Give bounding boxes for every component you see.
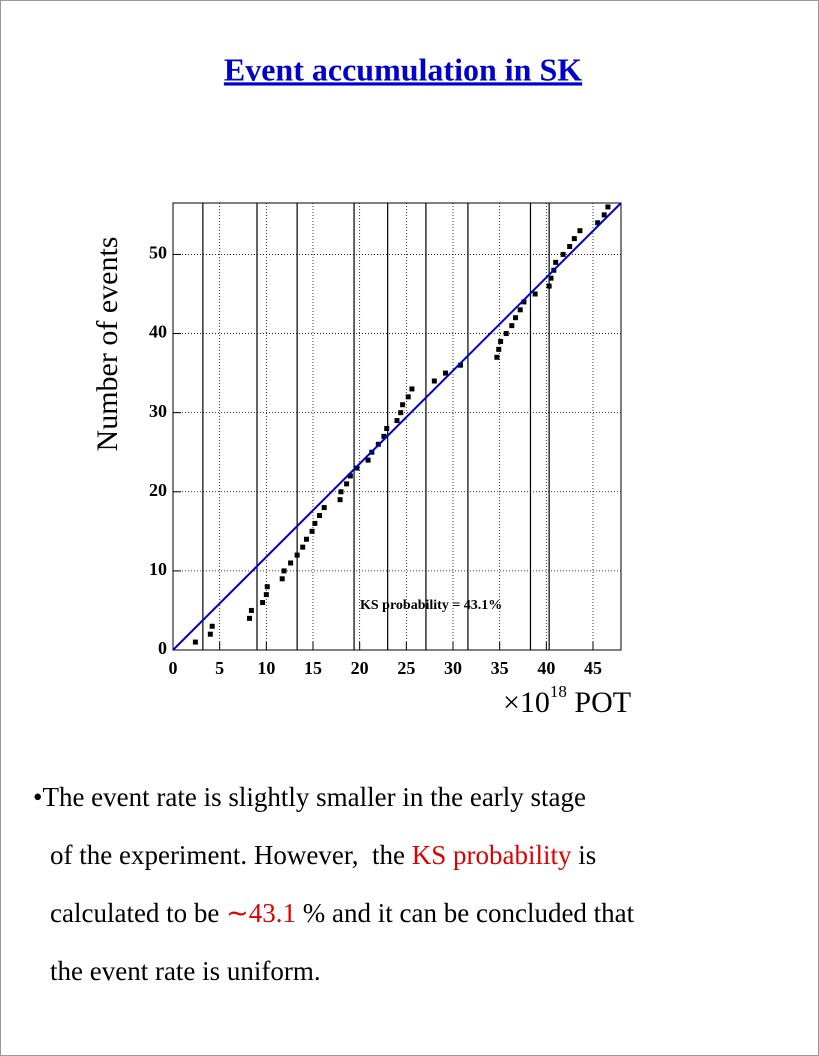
point <box>571 236 577 242</box>
text-segment: ∼43.1 <box>226 898 296 928</box>
bullet-line: calculated to be ∼43.1 % and it can be c… <box>50 898 635 928</box>
point <box>337 497 343 503</box>
x-tick-label: 20 <box>351 658 369 678</box>
point <box>560 251 566 257</box>
x-tick-label: 25 <box>397 658 415 678</box>
point <box>494 354 500 360</box>
bullet-line: the event rate is uniform. <box>50 956 321 986</box>
point <box>577 228 583 234</box>
point <box>567 244 573 250</box>
point <box>553 259 559 265</box>
point <box>521 299 527 305</box>
point <box>546 283 552 289</box>
point <box>300 544 306 550</box>
text-segment: % and it can be concluded that <box>296 898 635 928</box>
point <box>247 615 253 621</box>
x-label-exponent: 18 <box>550 682 567 701</box>
text-segment: is <box>572 840 597 870</box>
x-axis-label: ×1018 POT <box>503 682 631 719</box>
point <box>503 331 509 337</box>
point <box>409 386 415 392</box>
point <box>248 607 254 613</box>
point <box>513 315 519 321</box>
point <box>601 212 607 218</box>
point <box>347 473 353 479</box>
y-tick-label: 20 <box>149 480 167 500</box>
point <box>263 592 269 598</box>
point <box>548 275 554 281</box>
text-segment: calculated to be <box>50 898 226 928</box>
point <box>381 433 387 439</box>
y-tick-label: 50 <box>149 243 167 263</box>
point <box>303 536 309 542</box>
plot-area <box>172 202 622 651</box>
point <box>354 465 360 471</box>
point <box>443 370 449 376</box>
text-segment: of the experiment. However, the <box>50 840 412 870</box>
point <box>309 528 315 534</box>
point <box>398 410 404 416</box>
point <box>405 394 411 400</box>
chart-title: Event accumulation in SK <box>224 51 582 87</box>
point <box>338 489 344 495</box>
x-tick-label: 15 <box>304 658 322 678</box>
x-tick-label: 5 <box>215 658 224 678</box>
point <box>595 220 601 226</box>
point <box>294 552 300 558</box>
point <box>317 513 323 519</box>
y-tick-label: 0 <box>158 638 167 658</box>
point <box>281 568 287 574</box>
point <box>498 338 504 344</box>
point <box>517 307 523 313</box>
point <box>384 425 390 431</box>
point <box>400 402 406 408</box>
point <box>605 204 611 210</box>
point <box>431 378 437 384</box>
x-label-unit: POT <box>567 686 631 719</box>
point <box>288 560 294 566</box>
y-axis-label: Number of events <box>91 237 124 452</box>
text-segment: the event rate is uniform. <box>50 956 321 986</box>
point <box>496 346 502 352</box>
point <box>394 418 400 424</box>
x-tick-label: 40 <box>537 658 555 678</box>
point <box>457 362 463 368</box>
y-tick-label: 40 <box>149 322 167 342</box>
point <box>532 291 538 297</box>
y-tick-label: 10 <box>149 559 167 579</box>
x-tick-label: 0 <box>169 658 178 678</box>
point <box>209 623 215 629</box>
x-tick-label: 10 <box>257 658 275 678</box>
x-tick-label: 45 <box>584 658 602 678</box>
point <box>192 639 198 645</box>
point <box>509 323 515 329</box>
x-tick-label: 30 <box>444 658 462 678</box>
text-segment: •The event rate is slightly smaller in t… <box>33 782 586 812</box>
y-tick-label: 30 <box>149 401 167 421</box>
fit-line <box>172 202 622 651</box>
point <box>279 576 285 582</box>
point <box>344 481 350 487</box>
bullet-line: of the experiment. However, the KS proba… <box>50 840 596 870</box>
point <box>365 457 371 463</box>
point <box>321 505 327 511</box>
text-segment: KS probability <box>412 840 572 870</box>
annotation: KS probability = 43.1% <box>360 598 502 613</box>
x-label-base: ×10 <box>503 686 550 719</box>
point <box>207 631 213 637</box>
point <box>312 520 318 526</box>
bullet-line: •The event rate is slightly smaller in t… <box>33 782 586 812</box>
x-tick-label: 35 <box>491 658 509 678</box>
point <box>260 600 266 606</box>
point <box>264 584 270 590</box>
